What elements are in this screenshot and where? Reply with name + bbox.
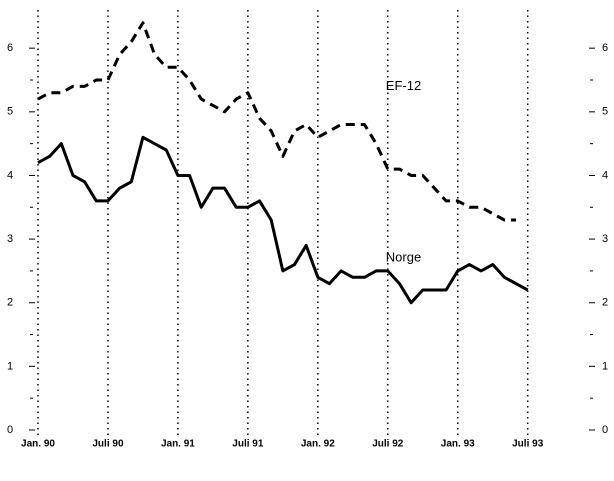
- y-tick-label: 5: [7, 106, 13, 118]
- y2-tick-label: 2: [602, 297, 608, 309]
- y-tick-label: 2: [7, 297, 13, 309]
- x-tick-label: Jan. 92: [301, 439, 335, 450]
- annotation: EF-12: [386, 78, 421, 93]
- x-tick-label: Juli 90: [92, 439, 124, 450]
- y-tick-label: 6: [7, 42, 13, 54]
- line: [37, 135, 529, 305]
- x-tick-label: Jan. 90: [21, 439, 55, 450]
- y2-tick-label: 0: [602, 424, 608, 436]
- y2-tick-label: 1: [602, 360, 608, 372]
- x-tick-label: Juli 91: [232, 439, 264, 450]
- x-tick-label: Juli 92: [372, 439, 404, 450]
- y2-tick-label: 4: [602, 169, 608, 181]
- annotation: Norge: [386, 250, 421, 265]
- y-tick-label: 3: [7, 233, 13, 245]
- y-tick-label: 1: [7, 360, 13, 372]
- x-tick-label: Juli 93: [512, 439, 544, 450]
- x-tick-label: Jan. 93: [441, 439, 475, 450]
- y-tick-label: 0: [7, 424, 13, 436]
- y2-tick-label: 3: [602, 233, 608, 245]
- y2-tick-label: 5: [602, 106, 608, 118]
- line: [37, 21, 517, 222]
- x-tick-label: Jan. 91: [161, 439, 195, 450]
- y2-tick-label: 6: [602, 42, 608, 54]
- y-tick-label: 4: [7, 169, 13, 181]
